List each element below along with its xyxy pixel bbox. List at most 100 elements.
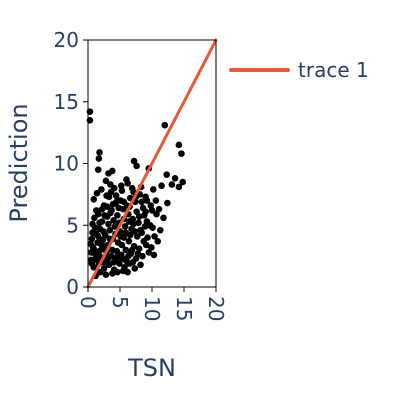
scatter-point <box>114 197 121 204</box>
scatter-point <box>171 175 179 182</box>
scatter-point <box>128 246 136 254</box>
scatter-point <box>137 261 144 269</box>
scatter-point <box>138 198 146 206</box>
scatter-point <box>115 204 123 212</box>
scatter-point <box>135 245 143 253</box>
scatter-point <box>96 268 104 276</box>
scatter-point <box>112 192 120 199</box>
scatter-point <box>137 226 144 234</box>
scatter-point <box>178 150 185 157</box>
x-axis-title: TSN <box>127 354 176 382</box>
scatter-point <box>143 218 151 225</box>
scatter-point <box>91 246 98 254</box>
scatter-point <box>96 219 103 227</box>
scatter-point <box>111 223 119 230</box>
scatter-point <box>147 202 155 209</box>
scatter-point <box>88 260 96 267</box>
scatter-point <box>93 252 100 260</box>
scatter-point <box>94 166 102 173</box>
scatter-point <box>109 200 117 208</box>
scatter-point <box>106 226 114 234</box>
scatter-point <box>168 181 176 188</box>
scatter-point <box>88 235 96 243</box>
scatter-point <box>103 203 111 211</box>
scatter-point <box>102 271 110 278</box>
scatter-point <box>155 205 163 213</box>
scatter-point <box>140 238 147 245</box>
scatter-point <box>150 251 158 259</box>
scatter-point <box>129 259 137 266</box>
legend-label-trace-1: trace 1 <box>298 58 369 82</box>
scatter-point <box>89 229 96 236</box>
points-layer <box>86 108 187 280</box>
scatter-point <box>96 149 103 156</box>
scatter-point <box>107 209 114 217</box>
scatter-point <box>94 210 102 218</box>
scatter-point <box>121 223 129 230</box>
scatter-point <box>135 219 142 227</box>
scatter-point <box>161 121 169 129</box>
scatter-point <box>131 228 139 235</box>
scatter-point <box>117 182 125 190</box>
scatter-point <box>102 177 110 185</box>
scatter-point <box>175 183 183 191</box>
scatter-point <box>160 214 167 222</box>
scatter-point <box>110 259 117 266</box>
scatter-point <box>157 226 164 234</box>
scatter-point <box>124 268 131 276</box>
scatter-point <box>126 231 134 239</box>
scatter-point <box>125 238 133 245</box>
scatter-point <box>117 233 124 240</box>
scatter-point <box>163 171 171 178</box>
scatter-point <box>105 254 112 261</box>
trace-1-line <box>86 38 218 289</box>
y-tick-label: 5 <box>66 213 79 237</box>
y-axis-title: Prediction <box>5 103 33 222</box>
y-tick-label: 10 <box>54 152 79 176</box>
scatter-point <box>151 233 158 240</box>
scatter-point <box>118 187 126 194</box>
scatter-point <box>87 240 94 248</box>
scatter-point <box>149 224 156 232</box>
scatter-point <box>122 246 130 254</box>
scatter-point <box>133 233 141 240</box>
scatter-point <box>135 213 143 220</box>
scatter-point <box>98 205 106 213</box>
scatter-point <box>105 220 112 228</box>
scatter-point <box>148 244 155 251</box>
scatter-point <box>175 141 183 149</box>
plot-area <box>86 38 218 289</box>
scatter-point <box>91 224 99 232</box>
legend: trace 1 <box>229 58 369 82</box>
scatter-point <box>110 217 117 224</box>
scatter-point <box>149 186 157 193</box>
scatter-point <box>143 197 151 204</box>
scatter-point <box>128 184 136 192</box>
scatter-point <box>148 207 156 214</box>
scatter-point <box>179 178 187 186</box>
scatter-point <box>107 188 115 196</box>
scatter-point <box>154 238 162 245</box>
scatter-point <box>125 218 133 225</box>
scatter-point <box>125 252 132 260</box>
scatter-point <box>152 197 160 204</box>
scatter-point <box>94 233 102 240</box>
y-tick-label: 15 <box>54 90 79 114</box>
x-ticks: 0 5 10 15 20 <box>76 287 228 321</box>
scatter-point <box>114 268 121 276</box>
x-tick-label: 10 <box>140 296 164 321</box>
x-tick-label: 15 <box>172 296 196 321</box>
scatter-point <box>95 155 103 162</box>
scatter-point <box>120 198 128 206</box>
scatter-point <box>98 186 105 193</box>
y-tick-label: 0 <box>66 275 79 299</box>
scatter-point <box>131 265 139 272</box>
scatter-point <box>130 157 138 165</box>
x-tick-label: 20 <box>204 296 228 321</box>
scatter-point <box>142 208 149 215</box>
scatter-point <box>105 170 112 177</box>
scatter-point <box>124 179 131 187</box>
scatter-point <box>93 189 101 197</box>
